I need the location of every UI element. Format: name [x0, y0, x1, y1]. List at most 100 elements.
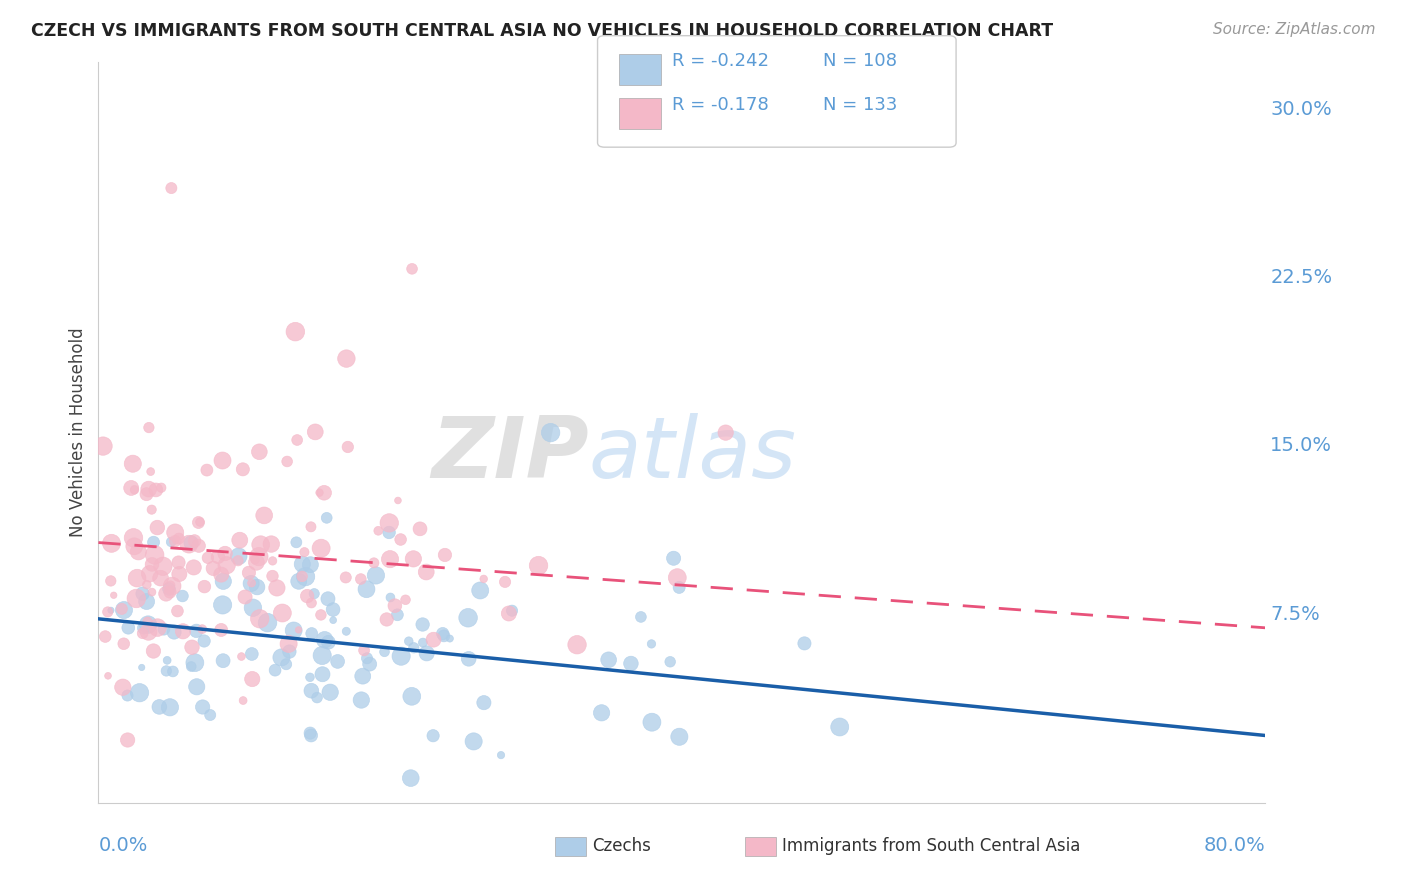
Point	[232, 693, 254, 707]
Point	[299, 520, 322, 534]
Point	[215, 558, 238, 573]
Point	[299, 683, 322, 698]
Point	[150, 481, 173, 495]
Point	[135, 577, 157, 591]
Point	[146, 621, 169, 635]
Point	[91, 439, 114, 453]
Point	[301, 596, 323, 610]
Text: 0.0%: 0.0%	[98, 836, 148, 855]
Point	[228, 549, 250, 564]
Point	[117, 621, 139, 635]
Point	[153, 622, 176, 636]
Point	[620, 657, 643, 671]
Point	[132, 621, 155, 635]
Point	[142, 535, 165, 549]
Point	[256, 615, 278, 630]
Point	[231, 649, 253, 664]
Point	[172, 624, 194, 639]
Point	[188, 515, 211, 529]
Point	[401, 690, 423, 704]
Point	[165, 534, 187, 549]
Point	[212, 654, 235, 668]
Point	[412, 617, 434, 632]
Point	[828, 720, 851, 734]
Point	[640, 637, 662, 651]
Point	[472, 572, 495, 586]
Point	[136, 617, 159, 632]
Point	[232, 462, 254, 476]
Point	[271, 606, 294, 620]
Point	[240, 576, 263, 591]
Point	[291, 557, 314, 571]
Point	[159, 700, 181, 714]
Point	[238, 566, 260, 580]
Point	[141, 558, 163, 572]
Point	[141, 502, 163, 516]
Point	[141, 585, 163, 599]
Point	[165, 525, 187, 540]
Point	[714, 425, 737, 440]
Point	[367, 524, 389, 538]
Point	[457, 652, 479, 666]
Point	[472, 696, 495, 710]
Point	[389, 649, 412, 664]
Point	[302, 587, 325, 601]
Point	[305, 690, 328, 705]
Point	[299, 726, 322, 740]
Point	[402, 552, 425, 566]
Point	[155, 587, 177, 601]
Point	[111, 680, 134, 694]
Point	[315, 511, 337, 525]
Point	[378, 525, 401, 540]
Text: R = -0.242: R = -0.242	[672, 52, 769, 70]
Point	[197, 550, 219, 565]
Text: ZIP: ZIP	[430, 413, 589, 496]
Point	[181, 640, 204, 655]
Point	[591, 706, 613, 720]
Point	[142, 644, 165, 658]
Point	[260, 537, 283, 551]
Point	[240, 576, 263, 591]
Point	[422, 729, 444, 743]
Point	[247, 549, 270, 564]
Point	[162, 665, 184, 679]
Point	[284, 325, 307, 339]
Point	[146, 520, 169, 534]
Point	[120, 481, 142, 495]
Point	[299, 729, 322, 743]
Point	[356, 651, 378, 665]
Point	[124, 483, 146, 497]
Text: Source: ZipAtlas.com: Source: ZipAtlas.com	[1212, 22, 1375, 37]
Point	[209, 567, 232, 582]
Point	[432, 626, 454, 640]
Point	[565, 638, 588, 652]
Point	[283, 624, 305, 638]
Point	[125, 591, 148, 606]
Point	[494, 574, 516, 589]
Point	[167, 532, 190, 546]
Point	[287, 623, 309, 637]
Point	[131, 660, 153, 674]
Point	[135, 594, 157, 608]
Point	[314, 485, 336, 500]
Point	[336, 440, 359, 454]
Point	[117, 689, 139, 703]
Point	[183, 560, 205, 574]
Point	[662, 551, 685, 566]
Point	[138, 482, 160, 496]
Point	[433, 629, 456, 643]
Point	[598, 653, 620, 667]
Point	[375, 612, 398, 626]
Point	[202, 561, 225, 575]
Point	[138, 624, 160, 639]
Point	[389, 533, 412, 547]
Point	[193, 580, 215, 594]
Point	[363, 556, 385, 570]
Point	[412, 635, 434, 649]
Point	[264, 663, 287, 677]
Point	[335, 624, 357, 639]
Point	[309, 541, 332, 556]
Text: 80.0%: 80.0%	[1204, 836, 1265, 855]
Point	[214, 547, 236, 561]
Point	[668, 730, 690, 744]
